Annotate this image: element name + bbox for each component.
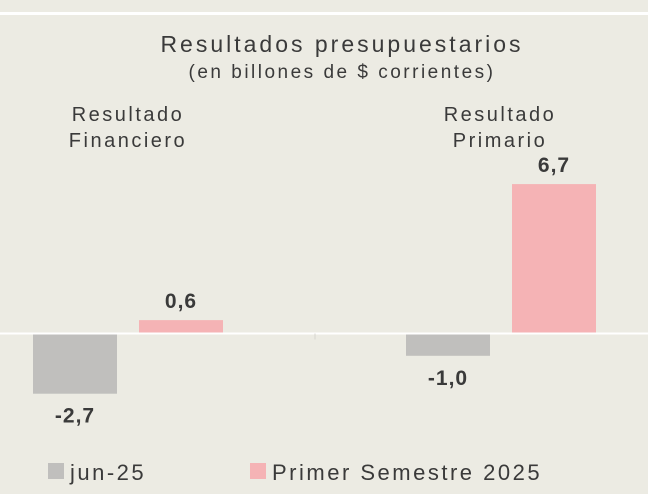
legend-label-jun-25: jun-25 [69,460,146,485]
bar-primer-semestre-2025-resultado-financiero [139,320,223,334]
data-label-primer-semestre-2025-resultado-financiero: 0,6 [165,290,197,313]
data-label-primer-semestre-2025-resultado-primario: 6,7 [538,154,570,177]
legend-swatch-jun-25 [48,463,64,479]
top-rule [0,12,648,15]
data-label-jun-25-resultado-primario: -1,0 [428,367,468,390]
chart-subtitle: (en billones de $ corrientes) [189,62,496,83]
chart-title: Resultados presupuestarios [160,31,523,57]
category-label-primario-line2: Primario [453,130,547,152]
legend-swatch-primer-semestre [250,463,266,479]
category-label-financiero-line1: Resultado [72,104,185,126]
category-label-financiero-line2: Financiero [69,130,187,152]
plot-area: -2,7 -1,0 0,6 6,7 [0,154,648,428]
category-label-primario-line1: Resultado [444,104,557,126]
bar-jun-25-resultado-financiero [33,333,117,394]
legend-label-primer-semestre: Primer Semestre 2025 [272,460,542,485]
bar-primer-semestre-2025-resultado-primario [512,184,596,334]
bar-jun-25-resultado-primario [406,333,490,356]
data-label-jun-25-resultado-financiero: -2,7 [55,405,95,428]
